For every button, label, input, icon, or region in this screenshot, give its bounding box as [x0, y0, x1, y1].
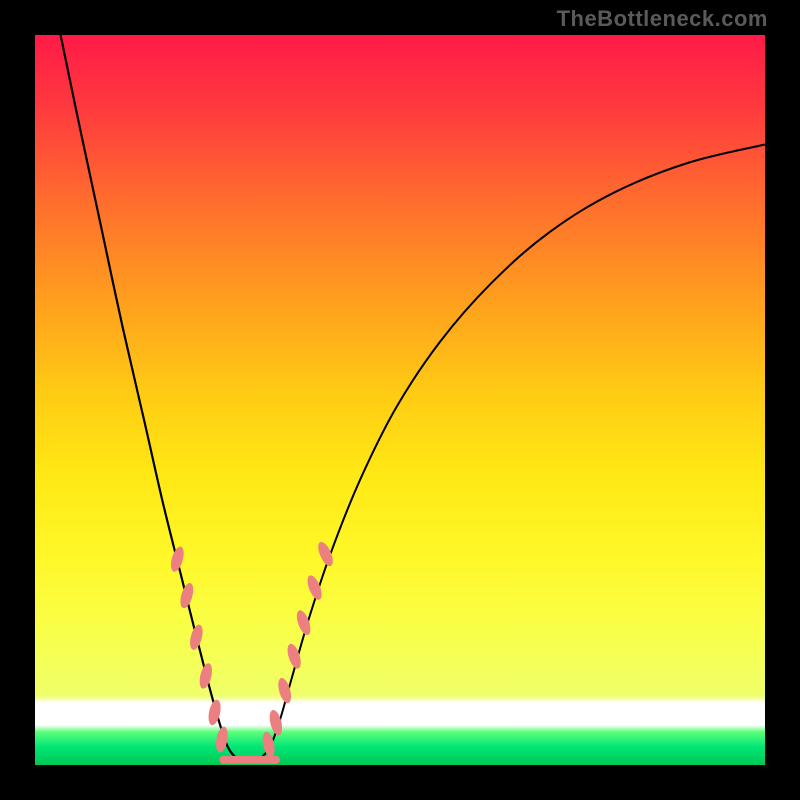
- chart-container: TheBottleneck.com: [0, 0, 800, 800]
- plot-area: [35, 35, 765, 765]
- watermark-text: TheBottleneck.com: [557, 6, 768, 32]
- bottleneck-chart-svg: [35, 35, 765, 765]
